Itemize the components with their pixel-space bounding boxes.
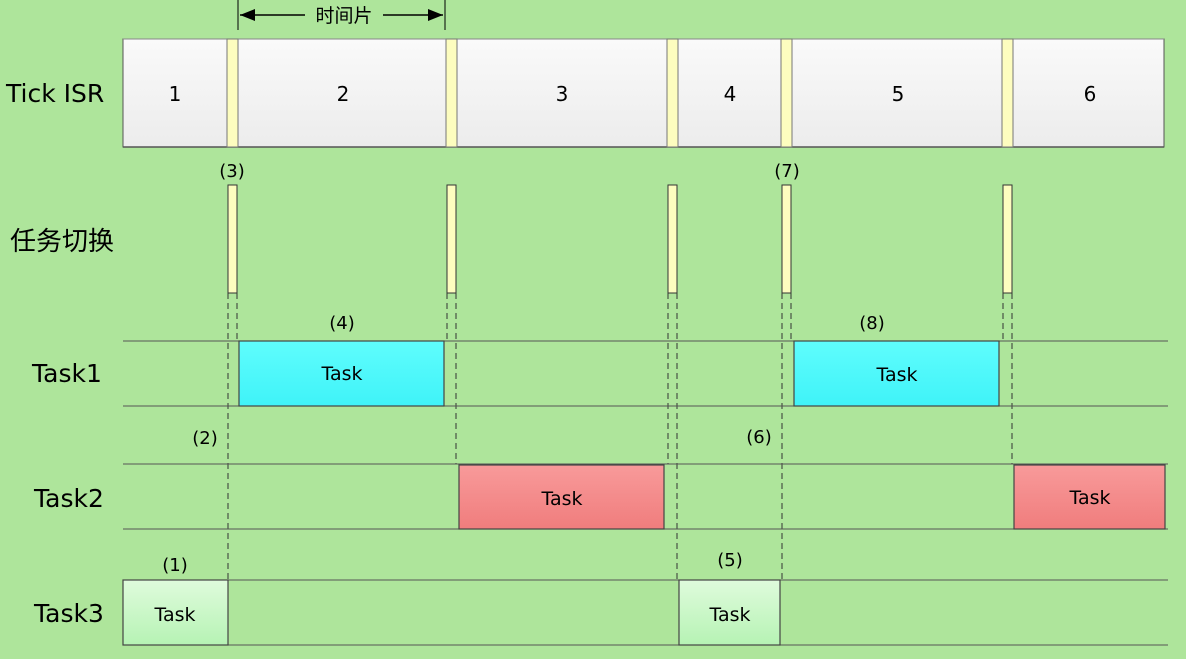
- switch-annotation: (7): [774, 161, 800, 182]
- isr-marker: [780, 38, 793, 148]
- task1-block-label: Task: [320, 363, 362, 385]
- tick-label: 4: [724, 82, 737, 106]
- task1-block: [793, 340, 1000, 407]
- tick-label: 3: [556, 82, 569, 106]
- row-label-task-switch: 任务切换: [10, 227, 114, 257]
- task3-row: Task Task (1) (5): [122, 550, 781, 646]
- dashed-guides: [227, 293, 1013, 580]
- row-label-task2: Task2: [33, 484, 104, 513]
- tick-label: 1: [169, 82, 182, 106]
- tick-isr-row: 1 2 3 4 5 6: [122, 38, 1165, 148]
- task2-block: [458, 464, 665, 530]
- task3-block: [122, 579, 229, 646]
- switch-annotation: (3): [219, 161, 245, 182]
- task2-row: Task Task (2) (6): [192, 427, 1166, 530]
- timeslice-dimension: 时间片: [237, 0, 446, 30]
- isr-marker: [1001, 38, 1014, 148]
- tick-label: 2: [337, 82, 350, 106]
- isr-marker: [445, 38, 458, 148]
- task2-block: [1013, 464, 1166, 530]
- task1-block-label: Task: [875, 364, 917, 386]
- task1-annotation: (8): [859, 313, 885, 334]
- switch-marker: [1002, 184, 1013, 294]
- task1-block: [238, 340, 445, 407]
- tick-label: 5: [892, 82, 905, 106]
- task1-annotation: (4): [329, 313, 355, 334]
- task2-annotation: (2): [192, 428, 218, 449]
- task-switch-row: (3) (7): [219, 161, 1013, 294]
- row-label-task3: Task3: [33, 599, 104, 628]
- row-label-task1: Task1: [31, 359, 102, 388]
- switch-marker: [781, 184, 792, 294]
- switch-marker: [667, 184, 678, 294]
- switch-marker: [227, 184, 238, 294]
- task2-block-label: Task: [1068, 487, 1110, 509]
- task3-annotation: (5): [717, 550, 743, 571]
- timeslice-label: 时间片: [315, 5, 372, 27]
- tick-label: 6: [1084, 82, 1097, 106]
- task1-row: Task Task (4) (8): [238, 313, 1000, 407]
- isr-marker: [226, 38, 239, 148]
- task2-annotation: (6): [746, 427, 772, 448]
- row-label-tick-isr: Tick ISR: [5, 79, 104, 108]
- isr-marker: [666, 38, 679, 148]
- task3-block-label: Task: [708, 604, 750, 626]
- task3-block-label: Task: [153, 604, 195, 626]
- switch-marker: [446, 184, 457, 294]
- task3-block: [678, 579, 781, 646]
- task2-block-label: Task: [540, 488, 582, 510]
- task3-annotation: (1): [162, 555, 188, 576]
